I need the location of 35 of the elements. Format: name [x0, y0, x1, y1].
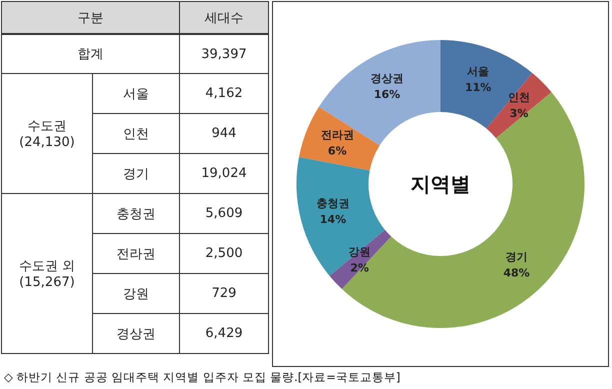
- data-label: 14%: [320, 213, 346, 226]
- text: 수도권: [28, 119, 66, 134]
- text: 2,500: [180, 234, 268, 274]
- text: (24,130): [19, 135, 75, 150]
- text: 지역별: [410, 172, 470, 196]
- data-label: 16%: [374, 88, 400, 102]
- text: 인천: [92, 114, 180, 154]
- text: 경기: [92, 154, 180, 194]
- text: ◇ 하반기 신규 공공 임대주택 지역별 입주자 모집 물량.[자료=국토교통부]: [4, 370, 400, 385]
- slice-label: 경상권: [370, 72, 404, 86]
- text: 세대수: [180, 2, 268, 34]
- slice-label: 전라권: [320, 128, 354, 142]
- text: 6,429: [180, 314, 268, 354]
- text: 19,024: [180, 154, 268, 194]
- data-label: 11%: [464, 81, 492, 94]
- text: 5,609: [180, 194, 268, 234]
- data-label: 48%: [503, 266, 530, 280]
- slice-label: 충청권: [316, 197, 350, 210]
- slice-label: 경기: [506, 250, 528, 264]
- text: 전라권: [92, 234, 180, 274]
- data-label: 3%: [510, 106, 528, 120]
- text: 충청권: [92, 194, 180, 234]
- text: 구분: [2, 2, 180, 34]
- text: 합계: [2, 34, 180, 74]
- text: 944: [180, 114, 268, 154]
- text: 4,162: [180, 74, 268, 114]
- text: 경상권: [92, 314, 180, 354]
- text: (15,267): [19, 275, 75, 290]
- data-label: 6%: [328, 144, 347, 158]
- text: 729: [180, 274, 268, 314]
- slice-label: 서울: [467, 65, 490, 78]
- text: 강원: [92, 274, 180, 314]
- text: 서울: [92, 74, 180, 114]
- text: 수도권 외: [18, 259, 76, 274]
- text: 39,397: [180, 34, 268, 74]
